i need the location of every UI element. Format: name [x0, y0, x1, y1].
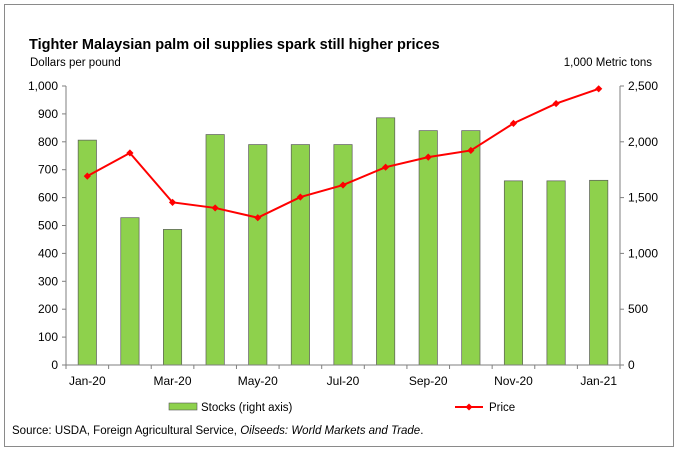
left-tick-label: 900: [38, 107, 58, 121]
price-point-Mar-20: [168, 198, 177, 206]
right-tick-label: 1,500: [628, 191, 658, 205]
price-point-Feb-20: [126, 149, 134, 157]
price-point-Aug-20: [382, 163, 390, 171]
left-tick-label: 600: [38, 191, 58, 205]
price-point-Oct-20: [467, 146, 475, 155]
left-tick-label: 300: [38, 274, 58, 288]
price-point-May-20: [254, 214, 262, 222]
left-tick-label: 200: [38, 302, 58, 316]
x-tick-label: Jan-20: [69, 374, 106, 388]
price-point-Jan-21: [595, 85, 603, 93]
right-tick-label: 500: [628, 302, 648, 316]
left-tick-label: 100: [38, 330, 58, 344]
stock-bar-Nov-20: [503, 180, 523, 366]
price-point-Jun-20: [296, 193, 304, 201]
left-tick-label: 700: [38, 163, 58, 177]
right-tick-label: 2,000: [628, 135, 658, 149]
source-publication: Oilseeds: World Markets and Trade: [240, 425, 421, 437]
x-tick-label: May-20: [238, 374, 278, 388]
stock-bar-Jun-20: [290, 144, 310, 366]
price-point-Apr-20: [211, 204, 219, 212]
price-point-Nov-20: [509, 119, 518, 127]
right-tick-label: 0: [628, 358, 635, 372]
price-point-Jul-20: [339, 181, 347, 189]
x-tick-label: Jul-20: [327, 374, 360, 388]
stock-bar-Dec-20: [546, 180, 566, 366]
x-tick-label: Mar-20: [154, 374, 192, 388]
legend-marker-price: [465, 403, 473, 411]
stocks-bars: [77, 117, 609, 366]
stock-bar-Apr-20: [205, 134, 225, 366]
source-suffix: .: [420, 425, 424, 437]
stock-bar-Aug-20: [376, 117, 396, 366]
stock-bar-Jan-21: [589, 179, 609, 366]
axes: 0 100 200 300 400 500 600 700 800 900 1,000 0 500 1,0…: [28, 79, 658, 388]
left-tick-label: 500: [38, 219, 58, 233]
legend-label-price: Price: [489, 402, 515, 414]
price-point-Dec-20: [552, 99, 560, 108]
left-tick-label: 800: [38, 135, 58, 149]
right-axis-label: 1,000 Metric tons: [563, 57, 652, 69]
left-axis-label: Dollars per pound: [30, 57, 121, 69]
stock-bar-Mar-20: [163, 229, 183, 366]
left-tick-label: 1,000: [28, 79, 58, 93]
stock-bar-May-20: [248, 144, 268, 366]
legend-label-stocks: Stocks (right axis): [201, 402, 293, 414]
legend: Stocks (right axis) Price: [168, 402, 515, 414]
chart-title: Tighter Malaysian palm oil supplies spar…: [29, 37, 440, 53]
x-tick-label: Sep-20: [409, 374, 448, 388]
x-tick-label: Jan-21: [580, 374, 617, 388]
left-tick-label: 0: [51, 358, 58, 372]
x-tick-label: Nov-20: [494, 374, 533, 388]
stock-bar-Jul-20: [333, 144, 353, 366]
source-prefix: Source: USDA, Foreign Agricultural Servi…: [12, 425, 241, 437]
legend-swatch-stocks: [168, 402, 198, 411]
price-point-Jan-20: [83, 172, 91, 180]
stock-bar-Sep-20: [418, 130, 438, 366]
price-point-Sep-20: [424, 153, 432, 161]
right-tick-label: 2,500: [628, 79, 658, 93]
stock-bar-Oct-20: [461, 130, 481, 366]
stock-bar-Feb-20: [120, 217, 140, 366]
price-line: [83, 85, 603, 222]
source-note: Source: USDA, Foreign Agricultural Servi…: [12, 425, 423, 437]
left-tick-label: 400: [38, 246, 58, 260]
right-tick-label: 1,000: [628, 246, 658, 260]
